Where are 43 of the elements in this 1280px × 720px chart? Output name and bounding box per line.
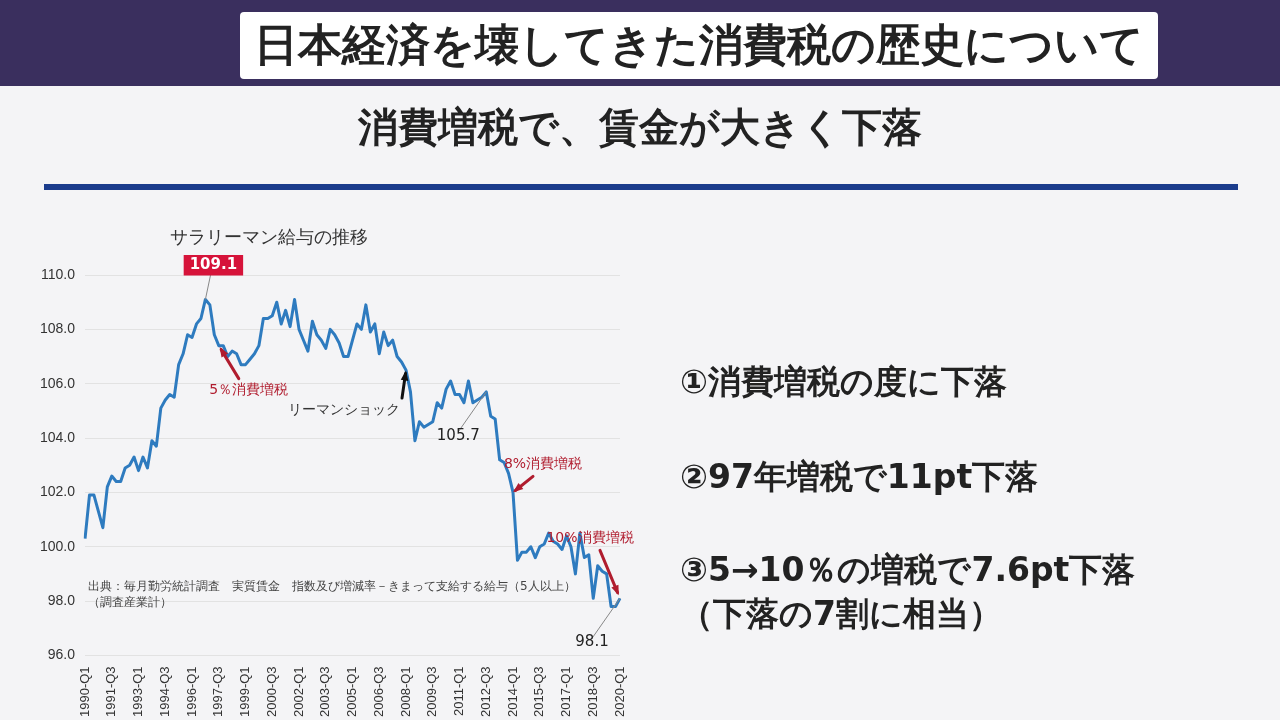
x-tick-label: 1999-Q1: [237, 666, 253, 717]
x-tick-label: 2008-Q1: [397, 666, 413, 717]
x-tick-label: 2006-Q3: [370, 666, 386, 717]
x-tick-label: 1991-Q3: [103, 666, 119, 717]
y-tick-label: 98.0: [47, 591, 76, 608]
x-tick-label: 1994-Q3: [156, 666, 172, 717]
x-tick-label: 2017-Q1: [558, 666, 574, 717]
x-tick-label: 2009-Q3: [424, 666, 440, 717]
y-tick-label: 100.0: [39, 537, 76, 554]
y-tick-label: 106.0: [39, 374, 76, 391]
data-label: 98.1: [575, 632, 609, 651]
x-tick-label: 2014-Q1: [504, 666, 520, 717]
text: 日本経済を壊してきた消費税の歴史について: [240, 12, 1158, 79]
x-tick-label: 2005-Q1: [344, 666, 360, 717]
x-tick-label: 1997-Q3: [210, 666, 226, 717]
text: 消費増税で、賃金が大きく下落: [357, 103, 923, 152]
annotation: 8%消費増税: [503, 455, 583, 472]
annotation: 出典：毎月勤労統計調査 実質賃金 指数及び増減率－きまって支給する給与（5人以上）（調査産業計）: [88, 578, 577, 610]
x-tick-label: 1996-Q1: [183, 666, 199, 717]
annotation: リーマンショック: [288, 400, 401, 417]
x-tick-label: 2018-Q3: [584, 666, 600, 717]
x-tick-label: 1990-Q1: [76, 666, 92, 717]
chart-title: サラリーマン給与の推移: [170, 225, 368, 249]
data-label: 105.7: [436, 425, 480, 444]
text: ③5→10％の増税で7.6pt下落: [680, 549, 1136, 591]
text: （下落の7割に相当）: [680, 593, 1002, 635]
x-tick-label: 2012-Q3: [477, 666, 493, 717]
x-tick-label: 2003-Q3: [317, 666, 333, 717]
text: ②97年増税で11pt下落: [680, 456, 1039, 498]
annotation: 5％消費増税: [209, 381, 289, 398]
y-tick-label: 104.0: [39, 428, 76, 445]
y-tick-label: 102.0: [39, 483, 76, 500]
x-tick-label: 2000-Q3: [263, 666, 279, 717]
x-tick-label: 1993-Q1: [130, 666, 146, 717]
y-tick-label: 110.0: [41, 265, 76, 282]
x-tick-label: 2015-Q3: [531, 666, 547, 717]
data-label: 109.1: [189, 255, 238, 274]
x-tick-label: 2002-Q1: [290, 666, 306, 717]
y-tick-label: 96.0: [47, 646, 76, 663]
y-tick-label: 108.0: [39, 320, 76, 337]
x-tick-label: 2020-Q1: [611, 666, 627, 717]
x-tick-label: 2011-Q1: [451, 666, 467, 717]
text: ①消費増税の度に下落: [680, 361, 1007, 403]
